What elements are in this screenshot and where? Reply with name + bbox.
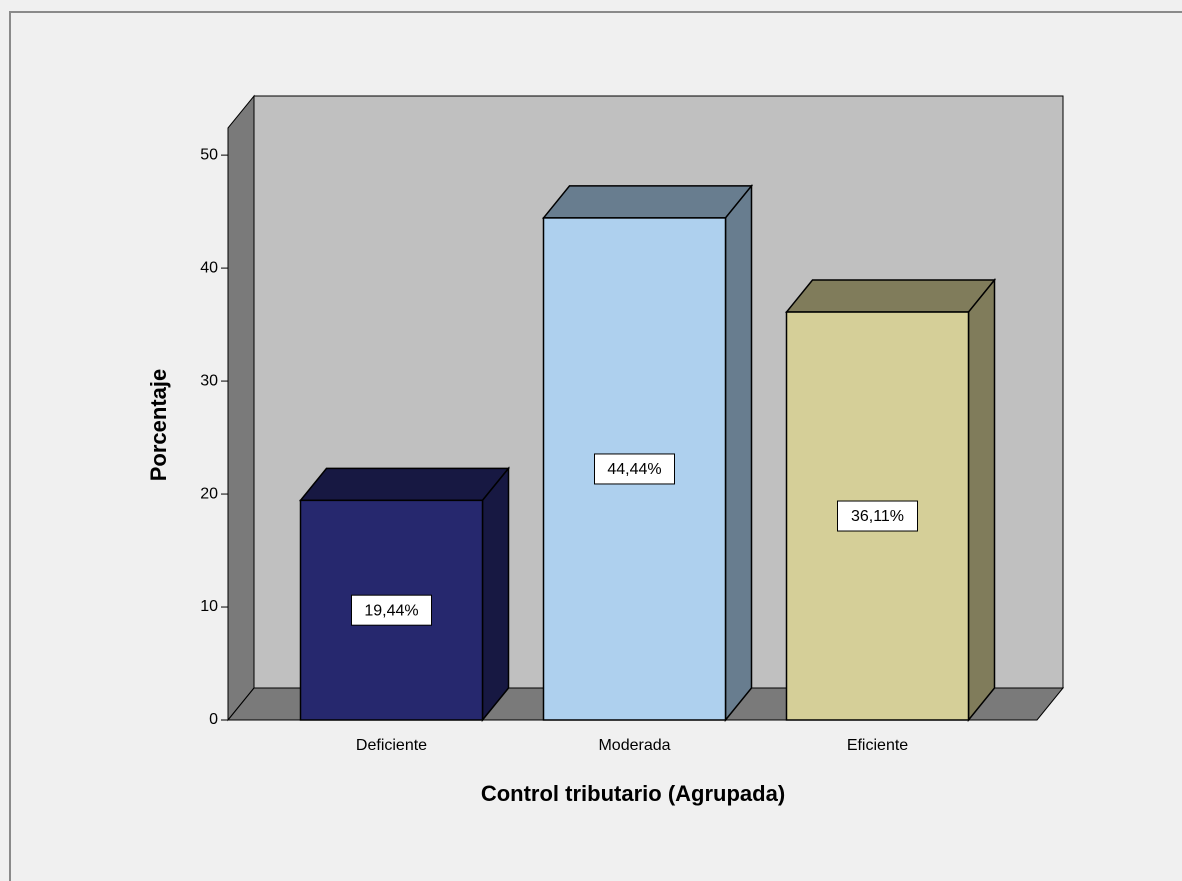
bar-side: [481, 466, 510, 723]
bar-top: [541, 185, 754, 219]
bar-top: [298, 467, 511, 502]
y-tick-label: 10: [200, 598, 218, 615]
bar: [784, 277, 997, 723]
bar: [298, 466, 511, 723]
value-label-box: [594, 453, 675, 485]
x-axis-title: Control tributario (Agrupada): [481, 781, 785, 806]
value-label: 44,44%: [607, 461, 661, 478]
y-tick-label: 0: [209, 711, 218, 728]
bar: [541, 183, 754, 723]
x-tick-label: Deficiente: [356, 737, 427, 754]
y-tick-label: 50: [200, 146, 218, 163]
value-label: 36,11%: [851, 508, 904, 525]
bar-top: [784, 279, 997, 313]
x-tick-label: Moderada: [598, 737, 670, 754]
y-tick-label: 30: [200, 372, 218, 389]
value-label-box: [351, 594, 432, 626]
x-tick-label: Eficiente: [847, 737, 908, 754]
y-axis-title: Porcentaje: [146, 369, 171, 482]
y-tick-label: 20: [200, 485, 218, 502]
value-label: 19,44%: [364, 602, 418, 619]
bar-side: [967, 277, 996, 723]
value-label-box: [837, 500, 918, 532]
left-wall: [227, 94, 255, 722]
bar-side: [724, 183, 753, 723]
y-tick-label: 40: [200, 259, 218, 276]
